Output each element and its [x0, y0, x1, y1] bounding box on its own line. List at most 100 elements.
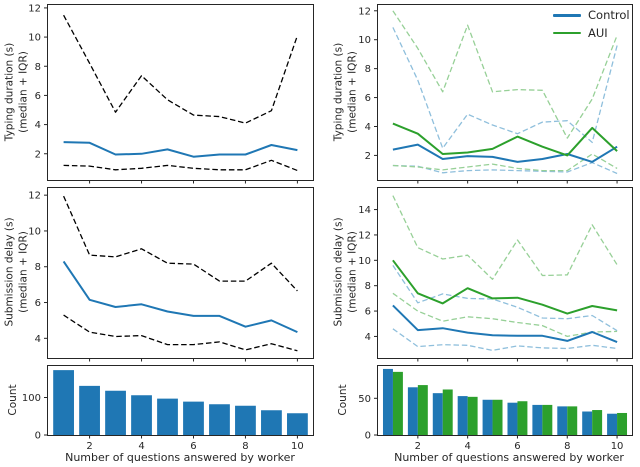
ylabel-line1: Typing duration (s)	[3, 42, 16, 142]
bar-AUI	[617, 412, 628, 435]
control-line-swatch-icon	[553, 14, 581, 17]
y-tick-label: 6	[35, 298, 41, 309]
legend-item-control: Control	[553, 9, 630, 22]
y-tick-label: 2	[365, 151, 371, 162]
series-control-iqr-upper	[392, 27, 618, 149]
ylabel-line2: (median + IQR)	[17, 51, 29, 133]
y-tick-label: 4	[35, 334, 41, 345]
subplot-submission-delay-by-condition: 4 6 8 10 12 14	[358, 187, 633, 362]
ylabel-line2: (median + IQR)	[17, 231, 29, 313]
series-iqr-lower	[63, 314, 298, 352]
y-tick-label: 8	[365, 64, 371, 75]
bar-Control	[457, 396, 468, 435]
y-tick-label: 0	[365, 431, 371, 442]
y-tick-label: 6	[365, 93, 371, 104]
series-iqr-upper	[63, 195, 298, 292]
bar-Control	[507, 402, 518, 435]
bar-count	[157, 398, 178, 435]
bar-Control	[482, 399, 493, 435]
bar-AUI	[442, 389, 453, 435]
bar-count	[53, 370, 74, 435]
bar-Control	[432, 393, 443, 435]
series-control-iqr-lower	[392, 328, 618, 352]
bar-AUI	[392, 371, 403, 435]
bar-Control	[532, 404, 543, 435]
aui-line-swatch-icon	[553, 31, 581, 35]
x-tick-label: 6	[514, 441, 520, 452]
x-tick-label: 8	[564, 441, 570, 452]
y-tick-label: 6	[35, 91, 41, 102]
series-aui-iqr-lower	[392, 153, 618, 172]
y-tick-label: 6	[365, 307, 371, 318]
subplot-submission-delay-pooled: 4 6 8 10 12	[28, 187, 314, 362]
bar-AUI	[467, 396, 478, 435]
ylabel-line1: Submission delay (s)	[3, 217, 16, 327]
y-tick-label: 10	[358, 256, 371, 267]
bottom-left-plot-area: 0 100 2 4 6 8 10	[22, 370, 308, 452]
y-tick-label: 8	[365, 281, 371, 292]
x-tick-label: 10	[291, 441, 304, 452]
series-median	[62, 260, 298, 334]
bar-count	[183, 401, 204, 435]
bar-AUI	[417, 385, 428, 435]
middle-right-plot-area: 4 6 8 10 12 14	[358, 195, 618, 362]
y-tick-label: 4	[365, 332, 371, 343]
y-tick-label: 10	[28, 33, 41, 44]
y-tick-label: 10	[358, 35, 371, 46]
bar-count	[261, 410, 282, 435]
series-control-median	[392, 143, 618, 163]
y-tick-label: 8	[35, 262, 41, 273]
bar-count	[105, 390, 126, 435]
ylabel-line2: (median + IQR)	[346, 231, 358, 313]
bar-Control	[407, 387, 418, 435]
y-tick-label: 4	[35, 120, 41, 131]
x-tick-label: 4	[464, 441, 470, 452]
y-axis-label-typing-duration-right: Typing duration (s) (median + IQR)	[332, 43, 359, 141]
series-aui-iqr-lower	[392, 292, 618, 338]
series-aui-iqr-upper	[392, 10, 618, 139]
bottom-right-plot-area: 0 50 2 4 6 8 10	[358, 368, 628, 452]
series-aui-median	[392, 122, 618, 157]
x-tick-label: 2	[86, 441, 92, 452]
y-axis-label-submission-delay-right: Submission delay (s) (median + IQR)	[332, 217, 359, 326]
y-tick-label: 12	[358, 230, 371, 241]
y-tick-label: 2	[35, 149, 41, 160]
y-tick-label: 12	[358, 6, 371, 17]
ylabel-line1: Submission delay (s)	[332, 217, 345, 327]
legend-label-aui: AUI	[588, 25, 608, 40]
bar-count	[287, 413, 308, 435]
series-aui-iqr-upper	[392, 195, 618, 280]
series-median	[63, 141, 298, 158]
subplot-typing-duration-pooled: 2 4 6 8 10 12	[28, 3, 314, 184]
series-iqr-lower	[63, 159, 298, 172]
series-aui-median	[392, 259, 618, 315]
bar-count	[79, 385, 100, 435]
x-tick-label: 4	[138, 441, 144, 452]
series-iqr-upper	[63, 14, 299, 124]
top-right-plot-area: 2 4 6 8 10 12	[358, 6, 618, 184]
y-tick-label: 12	[28, 191, 41, 202]
bar-count	[131, 395, 152, 435]
series-control-median	[392, 304, 618, 344]
y-tick-label: 50	[358, 394, 371, 405]
x-tick-label: 8	[242, 441, 248, 452]
y-axis-label-submission-delay-left: Submission delay (s) (median + IQR)	[3, 217, 30, 326]
y-axis-label-count-right: Count	[337, 384, 350, 416]
y-tick-label: 14	[358, 205, 371, 216]
legend-label-control: Control	[588, 8, 630, 22]
x-tick-label: 10	[611, 441, 624, 452]
subplot-count-pooled: 0 100 2 4 6 8 10	[22, 365, 314, 452]
middle-left-plot-area: 4 6 8 10 12	[28, 191, 298, 362]
y-tick-label: 12	[28, 3, 41, 14]
bar-Control	[382, 368, 393, 435]
x-tick-label: 6	[190, 441, 196, 452]
bar-AUI	[567, 406, 578, 435]
bar-Control	[557, 406, 568, 435]
bar-AUI	[517, 401, 528, 435]
ylabel-line1: Typing duration (s)	[332, 42, 345, 142]
bar-AUI	[592, 410, 603, 435]
x-axis-label-right: Number of questions answered by worker	[394, 451, 624, 464]
bar-AUI	[542, 404, 553, 435]
series-control-iqr-lower	[392, 161, 618, 175]
